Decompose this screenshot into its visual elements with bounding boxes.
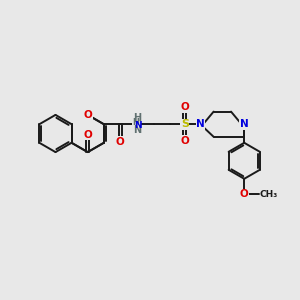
Text: H: H: [132, 118, 139, 127]
Text: O: O: [116, 136, 125, 147]
Text: N: N: [240, 119, 249, 129]
Text: CH₃: CH₃: [259, 190, 278, 199]
Text: O: O: [180, 136, 189, 146]
Text: N: N: [134, 121, 142, 130]
Text: O: O: [83, 130, 92, 140]
Text: O: O: [240, 189, 249, 200]
Text: H
N: H N: [133, 113, 141, 135]
Text: N: N: [196, 119, 205, 129]
Text: S: S: [181, 119, 189, 129]
Text: O: O: [83, 110, 92, 120]
Text: O: O: [180, 102, 189, 112]
